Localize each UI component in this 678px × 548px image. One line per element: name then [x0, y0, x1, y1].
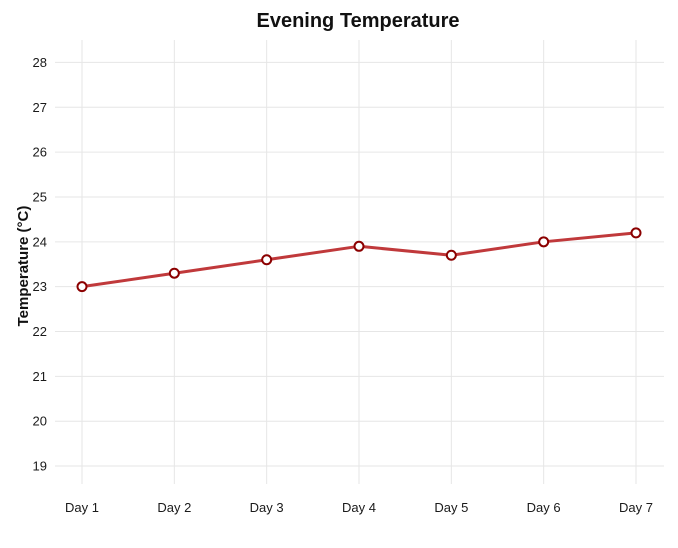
x-tick-label: Day 1 [65, 500, 99, 515]
data-point [168, 267, 180, 279]
y-tick-label: 21 [33, 369, 47, 384]
data-point [630, 227, 642, 239]
x-tick-label: Day 5 [434, 500, 468, 515]
y-tick-label: 19 [33, 459, 47, 474]
y-tick-label: 27 [33, 100, 47, 115]
y-axis-title: Temperature (°C) [15, 206, 32, 327]
x-tick-labels: Day 1 Day 2 Day 3 Day 4 Day 5 Day 6 Day 7 [65, 500, 653, 515]
y-tick-label: 26 [33, 145, 47, 160]
data-point [538, 236, 550, 248]
y-tick-label: 20 [33, 414, 47, 429]
x-tick-label: Day 2 [157, 500, 191, 515]
y-tick-label: 28 [33, 55, 47, 70]
data-point [353, 240, 365, 252]
data-point [261, 254, 273, 266]
data-point [76, 281, 88, 293]
grid-layer [55, 40, 664, 484]
y-tick-label: 22 [33, 324, 47, 339]
y-tick-label: 23 [33, 279, 47, 294]
chart-title: Evening Temperature [256, 10, 460, 32]
series-layer [76, 227, 642, 293]
y-tick-label: 25 [33, 189, 47, 204]
x-tick-label: Day 4 [342, 500, 376, 515]
y-tick-label: 24 [33, 234, 47, 249]
x-tick-label: Day 6 [527, 500, 561, 515]
y-tick-labels: 19 20 21 22 23 24 25 26 27 28 [33, 55, 47, 474]
x-tick-label: Day 7 [619, 500, 653, 515]
data-point [445, 249, 457, 261]
x-tick-label: Day 3 [250, 500, 284, 515]
